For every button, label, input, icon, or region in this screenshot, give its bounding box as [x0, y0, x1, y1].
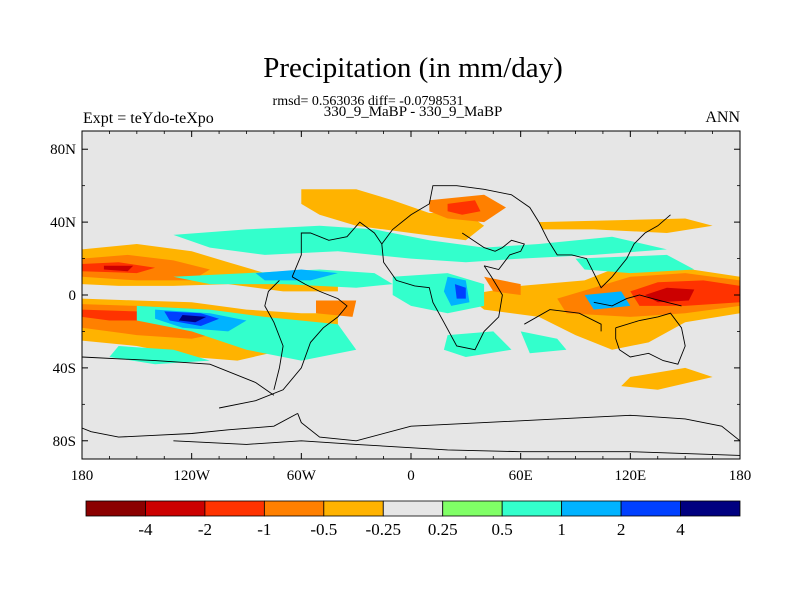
chart-title: Precipitation (in mm/day)	[263, 52, 563, 84]
contour-region	[447, 200, 481, 215]
y-tick-label: 0	[69, 288, 77, 304]
colorbar-swatch	[145, 500, 206, 517]
contour-region	[520, 331, 567, 354]
x-tick-label: 120E	[614, 468, 646, 484]
colorbar-label: 0.25	[428, 520, 458, 539]
colorbar-label: -4	[138, 520, 153, 539]
chart-subtitle: 330_9_MaBP - 330_9_MaBP	[323, 104, 503, 120]
colorbar-label: 0.5	[492, 520, 513, 539]
colorbar-label: -0.25	[366, 520, 401, 539]
colorbar-swatch	[501, 500, 563, 517]
y-axis: 80N 40N 0 40S 80S	[50, 142, 740, 450]
contour-region	[575, 254, 695, 274]
contour-region	[484, 276, 521, 295]
colorbar-swatch	[620, 500, 681, 517]
y-tick-label: 80N	[50, 142, 76, 158]
colorbar-swatch	[263, 500, 325, 517]
coastline	[461, 232, 525, 271]
coastline	[82, 413, 298, 438]
contour-region	[454, 284, 466, 299]
colorbar-label: -0.5	[310, 520, 337, 539]
x-tick-label: 180	[729, 468, 752, 484]
coastline	[82, 356, 275, 396]
colorbar-swatch	[680, 500, 741, 517]
colorbar-swatch	[561, 500, 622, 517]
contour-region	[621, 367, 713, 390]
colorbar-swatch	[85, 500, 146, 517]
x-tick-label: 180	[71, 468, 94, 484]
contour-region	[103, 265, 134, 272]
contour-region	[178, 315, 207, 323]
coastline	[291, 221, 503, 351]
coastline	[219, 276, 348, 409]
y-tick-label: 80S	[53, 434, 76, 450]
contour-region	[584, 291, 631, 310]
coastline	[381, 185, 671, 289]
experiment-label: Expt = teYdo-teXpo	[83, 110, 214, 127]
colorbar-label: 4	[676, 520, 685, 539]
contour-region	[538, 218, 713, 233]
x-tick-label: 120W	[173, 468, 211, 484]
colorbar-label: 1	[557, 520, 566, 539]
contour-region	[173, 225, 667, 263]
contour-region	[301, 189, 485, 241]
coastlines	[82, 185, 740, 456]
colorbar-swatch	[204, 500, 265, 517]
colorbar: -4 -2 -1 -0.5 -0.25 0.25 0.5 1 2 4	[85, 500, 741, 539]
coastline	[173, 440, 740, 456]
coastline	[615, 312, 686, 365]
colorbar-swatch	[442, 500, 503, 517]
contour-regions	[82, 189, 740, 390]
coastline	[524, 309, 602, 332]
colorbar-label: -2	[198, 520, 212, 539]
coastline	[297, 413, 740, 442]
season-label: ANN	[705, 109, 740, 126]
contour-region	[316, 300, 357, 317]
colorbar-swatch	[323, 500, 384, 517]
coastline	[264, 280, 284, 390]
stats-line: rmsd= 0.563036 diff= -0.0798531	[272, 94, 464, 109]
x-tick-label: 0	[407, 468, 415, 484]
coastline	[593, 294, 682, 307]
colorbar-label: 2	[617, 520, 626, 539]
y-tick-label: 40N	[50, 215, 76, 231]
contour-region	[645, 287, 695, 303]
x-tick-label: 60W	[287, 468, 317, 484]
y-tick-label: 40S	[53, 361, 76, 377]
x-axis: 180 120W 60W 0 60E 120E 180	[71, 131, 752, 484]
contour-region	[255, 269, 338, 281]
colorbar-swatch	[382, 500, 444, 517]
colorbar-label: -1	[257, 520, 271, 539]
x-tick-label: 60E	[509, 468, 533, 484]
